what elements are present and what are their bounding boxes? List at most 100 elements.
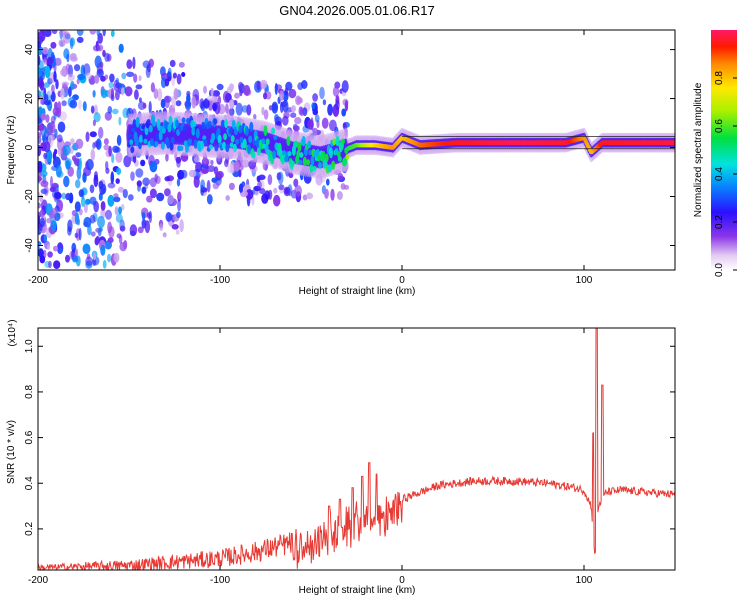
ridge-core — [327, 164, 332, 173]
snr-panel: -200 -100 0 100 0.2 0.4 0.6 0.8 1.0 Height of st… — [6, 319, 676, 596]
noise-blob — [141, 186, 147, 194]
noise-blob — [159, 223, 164, 231]
noise-blob — [74, 248, 79, 256]
noise-blob — [239, 88, 243, 97]
snr-y-tick-label: 0.2 — [24, 522, 35, 536]
noise-blob — [273, 194, 281, 207]
ridge-core — [179, 145, 184, 151]
noise-blob — [162, 232, 167, 238]
noise-blob — [160, 77, 167, 89]
noise-blob — [200, 179, 206, 191]
ridge-core — [318, 161, 323, 169]
noise-blob — [58, 39, 66, 48]
noise-blob — [277, 171, 284, 185]
ridge-core — [201, 121, 206, 130]
colorbar-tick-label: 0.2 — [714, 215, 725, 229]
noise-blob — [69, 53, 77, 60]
noise-blob — [127, 194, 134, 201]
noise-blob — [48, 260, 52, 269]
noise-blob — [306, 192, 314, 200]
ridge-core — [324, 153, 329, 163]
noise-blob — [74, 212, 80, 225]
ridge-core — [235, 139, 240, 145]
noise-blob — [206, 180, 211, 193]
noise-blob — [111, 153, 115, 164]
noise-blob — [238, 183, 244, 193]
noise-blob — [228, 182, 235, 191]
ridge-core — [149, 138, 154, 147]
noise-blob — [274, 82, 278, 95]
noise-blob — [311, 102, 316, 110]
noise-blob — [60, 87, 65, 100]
noise-blob — [212, 102, 217, 112]
noise-blob — [51, 30, 58, 35]
noise-blob — [57, 121, 66, 133]
noise-blob — [113, 193, 119, 199]
noise-blob — [201, 168, 209, 175]
spectrogram-x-tick-label: -200 — [28, 275, 48, 286]
noise-blob — [293, 178, 299, 188]
ridge-core — [228, 128, 233, 135]
noise-blob — [67, 219, 73, 233]
ridge-core — [203, 138, 208, 145]
ridge-core — [135, 116, 140, 128]
spectrogram-y-tick-label: 20 — [24, 93, 35, 105]
noise-blob — [85, 131, 90, 143]
ridge-core — [169, 141, 174, 151]
noise-blob — [59, 111, 67, 121]
noise-blob — [243, 84, 251, 96]
noise-blob — [284, 87, 289, 96]
noise-blob — [105, 161, 109, 170]
noise-blob — [199, 98, 205, 110]
noise-blob — [117, 186, 125, 193]
noise-blob — [92, 252, 97, 261]
noise-blob — [121, 72, 127, 80]
noise-blob — [211, 177, 218, 183]
colorbar-label: Normalized spectral amplitude — [693, 82, 704, 217]
noise-blob — [40, 188, 48, 195]
noise-blob — [293, 125, 300, 132]
noise-blob — [149, 188, 157, 199]
noise-blob — [38, 76, 44, 89]
noise-blob — [335, 99, 340, 111]
noise-blob — [157, 88, 163, 102]
ridge-core — [230, 135, 235, 143]
noise-blob — [100, 244, 106, 256]
ridge-core — [132, 119, 137, 129]
noise-blob — [146, 195, 153, 203]
ridge-core — [175, 119, 179, 128]
noise-blob — [332, 86, 340, 97]
ridge-core — [239, 136, 244, 144]
ridge-core — [193, 139, 198, 149]
ridge-core — [255, 137, 260, 149]
noise-blob — [78, 227, 82, 241]
ridge-core — [256, 147, 261, 156]
noise-blob — [241, 105, 249, 113]
noise-blob — [98, 227, 103, 233]
noise-blob — [52, 107, 60, 116]
noise-blob — [113, 252, 120, 263]
noise-blob — [59, 248, 63, 254]
noise-blob — [97, 215, 105, 229]
noise-blob — [135, 168, 144, 178]
noise-blob — [100, 75, 106, 82]
ridge-core — [299, 152, 304, 158]
spectrogram-y-label: Frequency (Hz) — [6, 116, 17, 185]
ridge-core — [154, 140, 159, 147]
noise-blob — [253, 114, 257, 120]
noise-blob — [38, 160, 43, 173]
noise-blob — [245, 189, 254, 200]
noise-blob — [294, 117, 302, 125]
ridge-core — [186, 117, 190, 125]
noise-blob — [291, 105, 296, 113]
noise-blob — [322, 99, 327, 106]
ridge-core — [207, 120, 212, 129]
snr-x-tick-label: 100 — [576, 575, 593, 586]
ridge-core — [247, 144, 252, 155]
noise-blob — [307, 119, 314, 130]
spectrogram-y-tick-label: 40 — [24, 44, 35, 56]
colorbar-gradient — [711, 30, 737, 270]
ridge-core — [225, 144, 230, 153]
colorbar-tick-label: 0.8 — [714, 71, 725, 85]
